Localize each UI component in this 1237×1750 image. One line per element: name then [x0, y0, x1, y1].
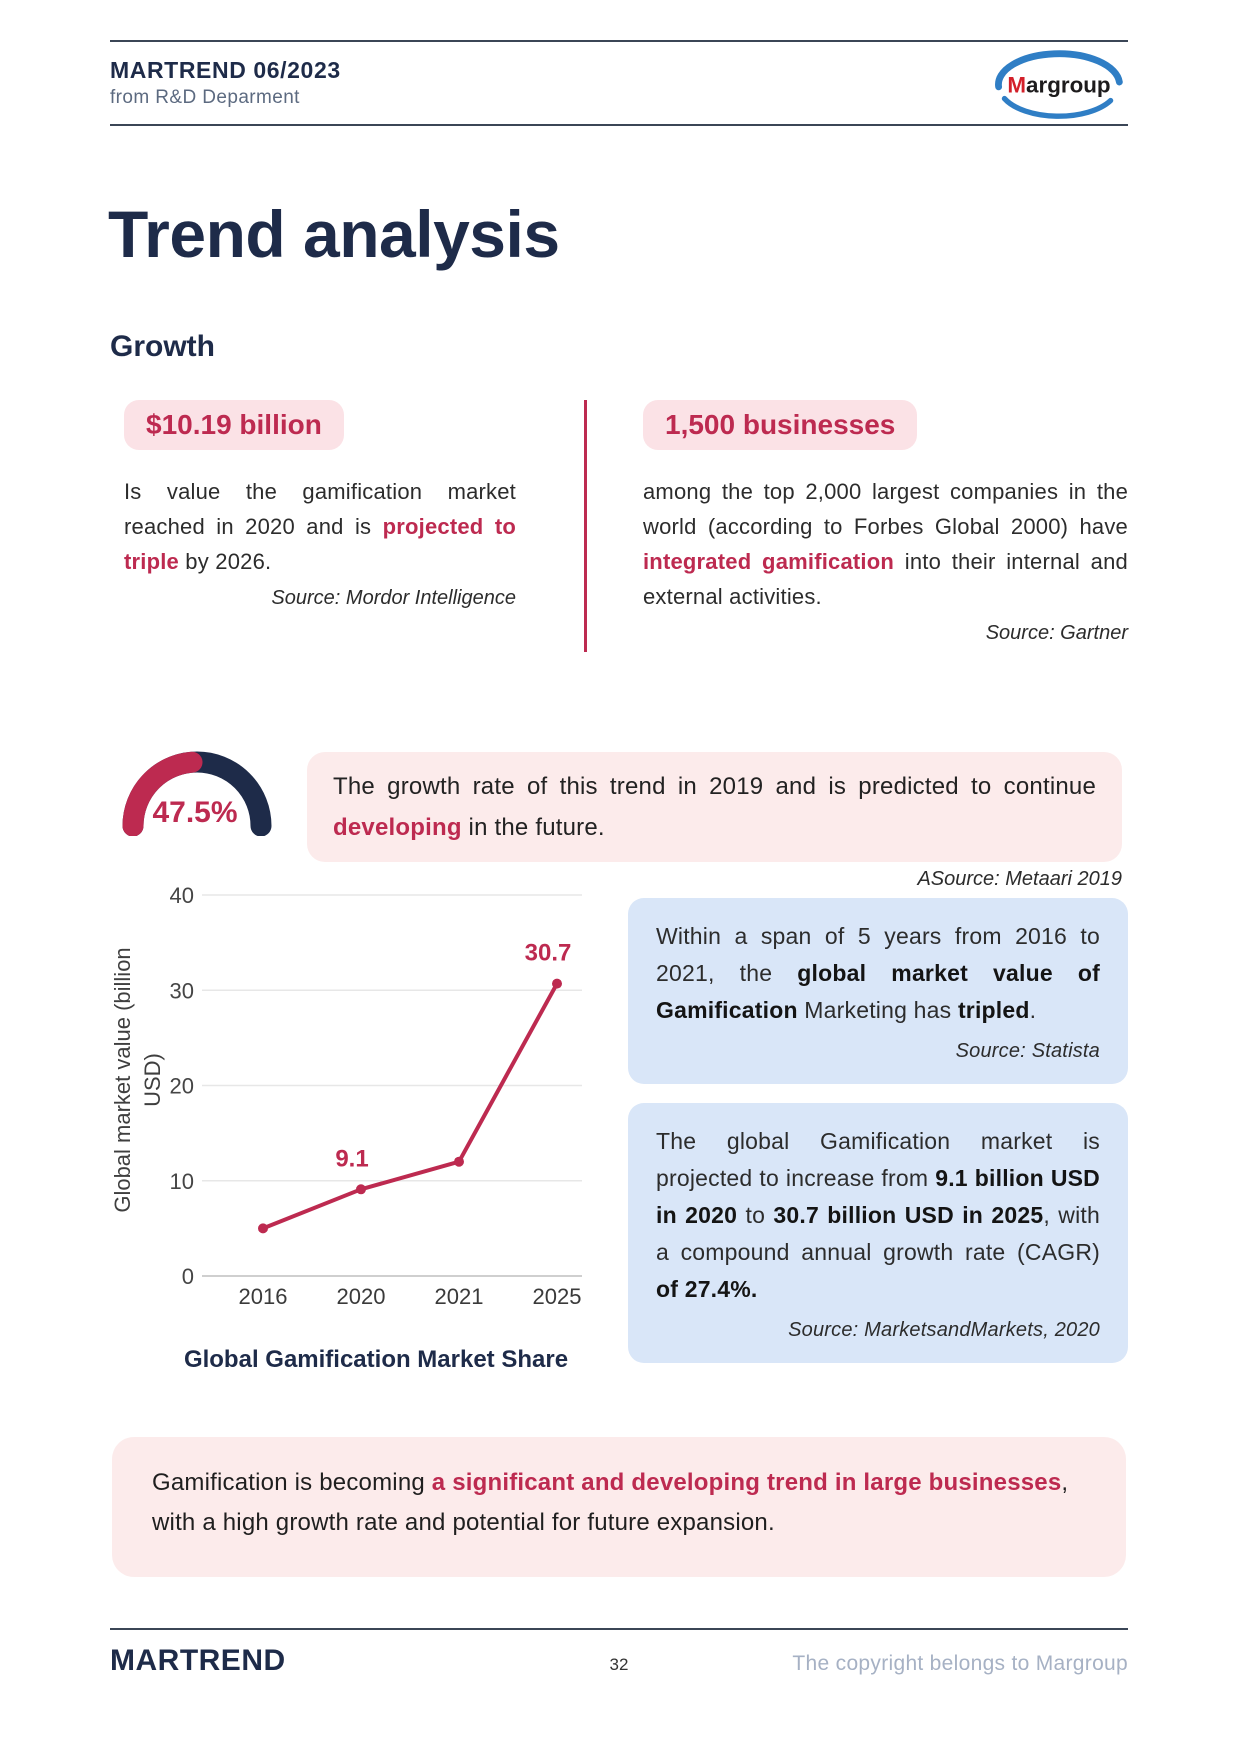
page-footer: MARTREND 32 The copyright belongs to Mar… [110, 1628, 1128, 1678]
insight-2-text: The global Gamification market is projec… [656, 1128, 1100, 1191]
xtick-2016: 2016 [239, 1284, 288, 1309]
stat-left-badge: $10.19 billion [124, 400, 344, 450]
gauge-note-wrap: The growth rate of this trend in 2019 an… [307, 752, 1122, 891]
logo-wordmark: Margroup [1007, 73, 1110, 98]
gauge-note-text-end: in the future. [461, 814, 605, 841]
ytick-30: 30 [170, 978, 194, 1003]
newsletter-title: MARTREND 06/2023 [110, 57, 341, 83]
stat-right-badge: 1,500 businesses [643, 400, 918, 450]
margroup-logo: Margroup [995, 50, 1123, 119]
footer-page-number: 32 [609, 1655, 629, 1674]
conclusion-text: Gamification is becoming [152, 1469, 432, 1496]
stat-left-text-end: by 2026. [179, 549, 272, 574]
point-label-2025: 30.7 [525, 940, 572, 967]
insight-1-text: Within a span of 5 years from 2016 to 20… [656, 923, 1100, 986]
stats-row: $10.19 billion Is value the gamification… [110, 400, 1128, 652]
insight-2-bold: 9.1 billion USD in 2020 [656, 1165, 1100, 1228]
insight-1-body: Within a span of 5 years from 2016 to 20… [656, 918, 1100, 1029]
point-label-2020: 9.1 [335, 1145, 368, 1172]
conclusion-highlight: a significant and developing trend in la… [431, 1469, 1062, 1496]
gamification-market-chart: 0 10 20 30 40 2016 2020 2021 2025 Global market v… [110, 882, 590, 1374]
gauge-note-text: The growth rate of this trend in 2019 an… [333, 773, 1096, 800]
insight-2-bold-3: of 27.4%. [656, 1276, 758, 1302]
ytick-40: 40 [170, 883, 194, 908]
stat-right: 1,500 businesses among the top 2,000 lar… [643, 400, 1128, 645]
chart-title: Global Gamification Market Share [183, 1346, 569, 1373]
insight-1-source: Source: Statista [955, 1040, 1100, 1062]
conclusion-box: Gamification is becoming a significant a… [112, 1437, 1126, 1577]
ytick-0: 0 [182, 1264, 194, 1289]
gauge-note-source: ASource: Metaari 2019 [917, 868, 1122, 890]
insight-box-marketsandmarkets: The global Gamification market is projec… [628, 1103, 1128, 1363]
insight-2-text-3: , with a compound annual growth rate (CA… [656, 1202, 1100, 1265]
conclusion-text-end: , with a high growth rate and potential … [152, 1469, 1069, 1536]
xtick-2020: 2020 [337, 1284, 386, 1309]
insight-2-text-2: to [737, 1202, 774, 1228]
insight-box-statista: Within a span of 5 years from 2016 to 20… [628, 898, 1128, 1084]
ytick-10: 10 [170, 1169, 194, 1194]
growth-gauge: 47.5% [122, 751, 272, 836]
logo-swoosh-top-icon [995, 50, 1123, 91]
stat-right-text: among the top 2,000 largest companies in… [643, 479, 1128, 539]
column-divider [584, 400, 587, 652]
insight-2-source: Source: MarketsandMarkets, 2020 [788, 1319, 1100, 1341]
gauge-note-highlight: developing [333, 814, 462, 841]
gauge-value-arc [122, 751, 203, 836]
data-point-2021 [454, 1156, 464, 1167]
data-point-2020 [356, 1184, 366, 1195]
insight-1-text-2: Marketing has [797, 997, 958, 1023]
series-line [262, 982, 559, 1231]
insight-1-bold: global market value of Gamification [656, 960, 1101, 1023]
insight-1-text-3: . [1029, 997, 1037, 1023]
data-point-2025 [552, 978, 562, 989]
data-point-2016 [258, 1223, 268, 1234]
gauge-value-label: 47.5% [152, 796, 237, 829]
stat-left-body: Is value the gamification market reached… [124, 474, 516, 579]
stat-right-body: among the top 2,000 largest companies in… [643, 474, 1128, 614]
line-chart-canvas: 0 10 20 30 40 2016 2020 2021 2025 Global market v… [110, 883, 582, 1309]
stat-left-source: Source: Mordor Intelligence [271, 587, 516, 609]
ytick-20: 20 [170, 1074, 194, 1099]
stat-left: $10.19 billion Is value the gamification… [124, 400, 516, 610]
xtick-2021: 2021 [435, 1284, 484, 1309]
stat-left-highlight: projected to triple [124, 514, 516, 574]
insight-2-body: The global Gamification market is projec… [656, 1123, 1100, 1308]
newsletter-subtitle: from R&D Deparment [110, 87, 300, 108]
logo-swoosh-bottom-icon [1001, 95, 1114, 119]
section-heading: Growth [110, 330, 215, 363]
xtick-2025: 2025 [533, 1284, 582, 1309]
insight-2-bold-2: 30.7 billion USD in 2025 [773, 1202, 1044, 1228]
footer-brand: MARTREND [110, 1644, 286, 1677]
page-header: MARTREND 06/2023 from R&D Deparment Marg… [110, 40, 1128, 126]
page-title: Trend analysis [108, 197, 560, 271]
gauge-note: The growth rate of this trend in 2019 an… [307, 752, 1122, 862]
insight-1-bold-2: tripled [957, 997, 1030, 1023]
stat-left-text: Is value the gamification market reached… [124, 479, 516, 539]
stat-right-source: Source: Gartner [985, 622, 1128, 644]
footer-copyright: The copyright belongs to Margroup [792, 1652, 1129, 1675]
header-text: MARTREND 06/2023 from R&D Deparment [110, 55, 341, 111]
stat-right-highlight: integrated gamification [643, 549, 895, 574]
y-axis-label: Global market value (billion USD) [110, 947, 165, 1212]
stat-right-text-end: into their internal and external activit… [643, 549, 1128, 609]
